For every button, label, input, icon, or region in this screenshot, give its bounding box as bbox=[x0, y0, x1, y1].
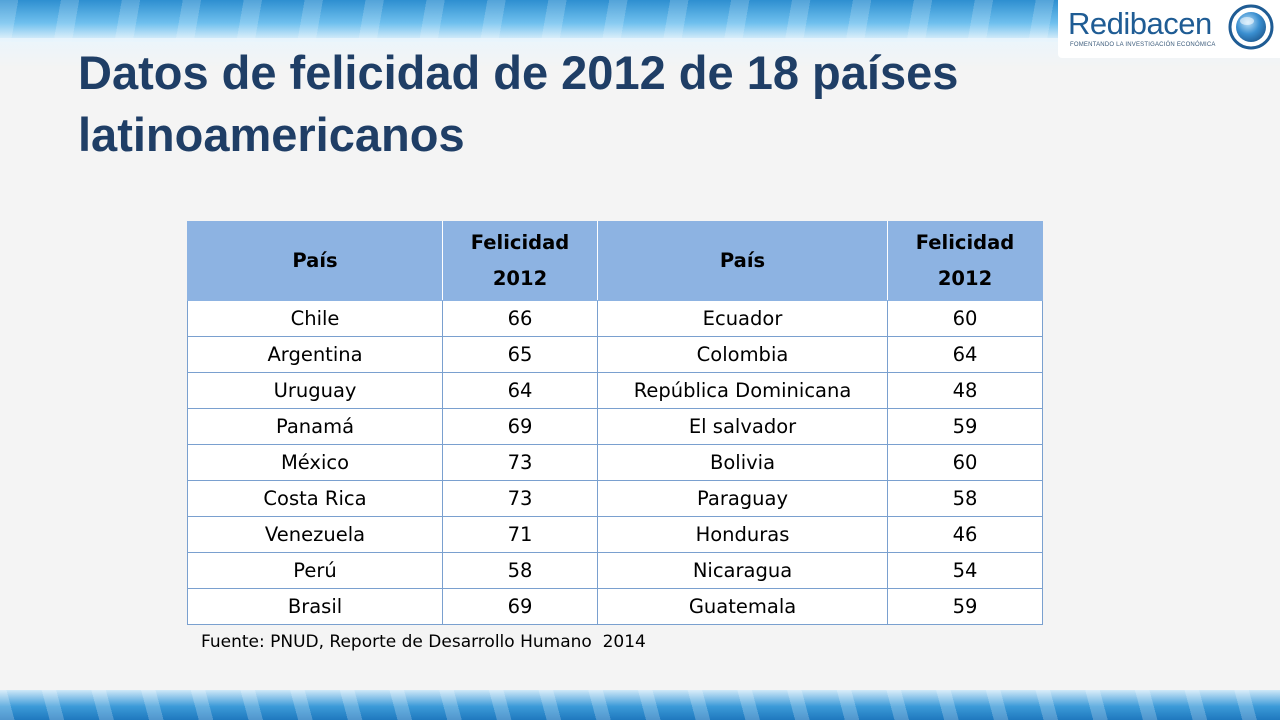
source-note: Fuente: PNUD, Reporte de Desarrollo Huma… bbox=[201, 632, 646, 652]
table-body: Chile 66 Ecuador 60 Argentina 65 Colombia 64 Uru… bbox=[187, 300, 1043, 625]
cell-happiness-left: 64 bbox=[442, 372, 598, 409]
cell-country-right: Bolivia bbox=[597, 444, 888, 481]
cell-happiness-right: 48 bbox=[887, 372, 1043, 409]
cell-country-right: Honduras bbox=[597, 516, 888, 553]
table-row: Costa Rica 73 Paraguay 58 bbox=[187, 480, 1043, 517]
table-row: Panamá 69 El salvador 59 bbox=[187, 408, 1043, 445]
cell-country-left: Brasil bbox=[187, 588, 443, 625]
cell-country-left: Argentina bbox=[187, 336, 443, 373]
table-row: México 73 Bolivia 60 bbox=[187, 444, 1043, 481]
logo: Redibacen FOMENTANDO LA INVESTIGACIÓN EC… bbox=[1058, 0, 1280, 58]
cell-happiness-left: 66 bbox=[442, 300, 598, 337]
header-happiness-right: Felicidad 2012 bbox=[887, 221, 1043, 301]
cell-happiness-right: 60 bbox=[887, 300, 1043, 337]
cell-happiness-left: 69 bbox=[442, 588, 598, 625]
cell-country-left: Panamá bbox=[187, 408, 443, 445]
cell-country-right: El salvador bbox=[597, 408, 888, 445]
cell-country-left: México bbox=[187, 444, 443, 481]
cell-happiness-right: 59 bbox=[887, 408, 1043, 445]
cell-country-left: Chile bbox=[187, 300, 443, 337]
table-row: Argentina 65 Colombia 64 bbox=[187, 336, 1043, 373]
table-row: Uruguay 64 República Dominicana 48 bbox=[187, 372, 1043, 409]
cell-country-left: Venezuela bbox=[187, 516, 443, 553]
table-row: Chile 66 Ecuador 60 bbox=[187, 300, 1043, 337]
header-happiness-left: Felicidad 2012 bbox=[442, 221, 598, 301]
table-row: Brasil 69 Guatemala 59 bbox=[187, 588, 1043, 625]
cell-happiness-right: 64 bbox=[887, 336, 1043, 373]
cell-country-right: Paraguay bbox=[597, 480, 888, 517]
logo-wordmark: Redibacen bbox=[1068, 6, 1212, 41]
cell-happiness-left: 73 bbox=[442, 444, 598, 481]
cell-country-left: Perú bbox=[187, 552, 443, 589]
cell-happiness-left: 65 bbox=[442, 336, 598, 373]
cell-country-right: Nicaragua bbox=[597, 552, 888, 589]
cell-country-right: Guatemala bbox=[597, 588, 888, 625]
cell-happiness-left: 71 bbox=[442, 516, 598, 553]
table-row: Venezuela 71 Honduras 46 bbox=[187, 516, 1043, 553]
slide-title: Datos de felicidad de 2012 de 18 países … bbox=[78, 46, 959, 161]
happiness-table: País Felicidad 2012 País Felicidad 2012 … bbox=[187, 221, 1043, 625]
table-header-row: País Felicidad 2012 País Felicidad 2012 bbox=[187, 221, 1043, 301]
cell-happiness-left: 73 bbox=[442, 480, 598, 517]
cell-happiness-left: 69 bbox=[442, 408, 598, 445]
header-country-right: País bbox=[597, 221, 888, 301]
bottom-decorative-band bbox=[0, 690, 1280, 720]
cell-happiness-right: 58 bbox=[887, 480, 1043, 517]
cell-country-right: Ecuador bbox=[597, 300, 888, 337]
cell-happiness-right: 54 bbox=[887, 552, 1043, 589]
table-row: Perú 58 Nicaragua 54 bbox=[187, 552, 1043, 589]
cell-happiness-right: 46 bbox=[887, 516, 1043, 553]
cell-happiness-right: 60 bbox=[887, 444, 1043, 481]
logo-tagline: FOMENTANDO LA INVESTIGACIÓN ECONÓMICA bbox=[1070, 42, 1216, 48]
cell-country-left: Uruguay bbox=[187, 372, 443, 409]
cell-happiness-right: 59 bbox=[887, 588, 1043, 625]
cell-country-left: Costa Rica bbox=[187, 480, 443, 517]
cell-happiness-left: 58 bbox=[442, 552, 598, 589]
header-country-left: País bbox=[187, 221, 443, 301]
cell-country-right: Colombia bbox=[597, 336, 888, 373]
globe-icon bbox=[1228, 4, 1274, 50]
cell-country-right: República Dominicana bbox=[597, 372, 888, 409]
